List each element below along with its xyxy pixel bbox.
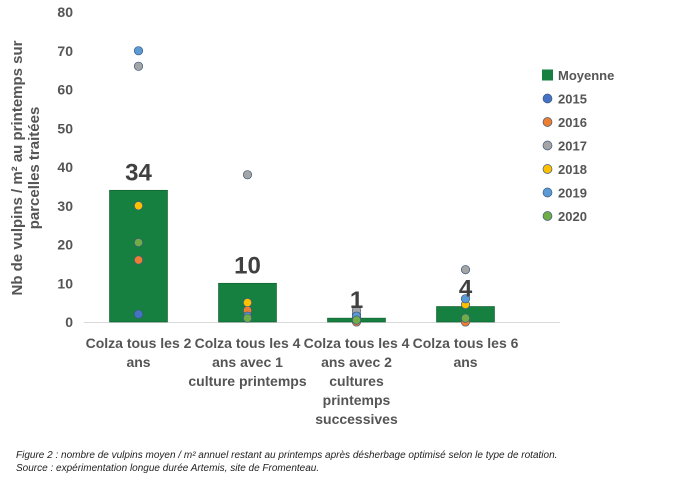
caption-line-2: Source : expérimentation longue durée Ar… [16, 463, 320, 474]
legend-marker-2019 [542, 187, 553, 198]
legend-marker-2020 [542, 211, 553, 221]
legend-marker-2018 [542, 164, 553, 174]
point-2019 [460, 294, 471, 304]
point-2020 [133, 238, 144, 248]
point-2017 [242, 170, 253, 180]
point-2016 [133, 255, 144, 265]
point-2017 [133, 61, 144, 71]
point-2015 [133, 309, 144, 319]
point-2018 [133, 201, 144, 211]
x-category-label: Colza tous les 4 ans avec 2 cultures printe… [304, 335, 410, 427]
point-2020 [242, 313, 253, 323]
vulpins-bar-chart: 0 10 20 30 40 50 60 70 80 Nb de vulpins / m² au p… [9, 4, 614, 427]
legend-swatch-moyenne [542, 69, 553, 81]
legend-label: 2015 [558, 92, 587, 107]
point-2018 [242, 298, 253, 308]
legend-marker-2016 [542, 117, 553, 127]
x-category-label: Colza tous les 4 ans avec 1 culture printe… [188, 335, 306, 389]
data-label: 4 [459, 276, 473, 303]
legend-label: 2017 [558, 139, 587, 154]
y-tick-label: 80 [57, 4, 73, 20]
legend-label: 2019 [558, 186, 587, 201]
figure-caption: Figure 2 : nombre de vulpins moyen / m² … [16, 449, 686, 475]
y-tick-label: 0 [65, 314, 73, 330]
legend-marker-2015 [542, 93, 553, 104]
legend-label: 2016 [558, 115, 587, 130]
y-tick-label: 30 [57, 198, 73, 214]
caption-line-1: Figure 2 : nombre de vulpins moyen / m² … [16, 450, 558, 461]
legend-marker-2017 [542, 140, 553, 151]
data-label: 10 [234, 252, 261, 279]
legend-label: 2020 [558, 209, 587, 224]
y-axis-title: Nb de vulpins / m² au printemps surparce… [9, 40, 43, 295]
y-tick-label: 40 [57, 159, 73, 175]
data-label: 1 [350, 287, 363, 314]
data-label: 34 [125, 159, 152, 186]
point-2020 [351, 315, 362, 325]
y-tick-label: 70 [57, 43, 73, 59]
x-category-label: Colza tous les 6 ans [413, 335, 519, 370]
point-2019 [133, 46, 144, 56]
y-tick-label: 60 [57, 82, 73, 98]
y-tick-label: 50 [57, 120, 73, 136]
point-2020 [460, 313, 471, 323]
y-tick-label: 20 [57, 237, 73, 253]
legend-label: 2018 [558, 162, 587, 177]
y-tick-label: 10 [57, 275, 73, 291]
legend-label: Moyenne [558, 68, 614, 83]
x-category-label: Colza tous les 2 ans [86, 335, 192, 370]
point-2017 [460, 265, 471, 275]
